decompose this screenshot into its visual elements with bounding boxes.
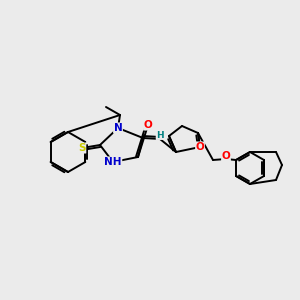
Text: H: H [156,130,164,140]
Text: S: S [78,143,86,153]
Text: O: O [196,142,204,152]
Text: N: N [114,123,122,133]
Text: O: O [144,120,152,130]
Text: O: O [222,151,230,161]
Text: NH: NH [104,157,122,167]
